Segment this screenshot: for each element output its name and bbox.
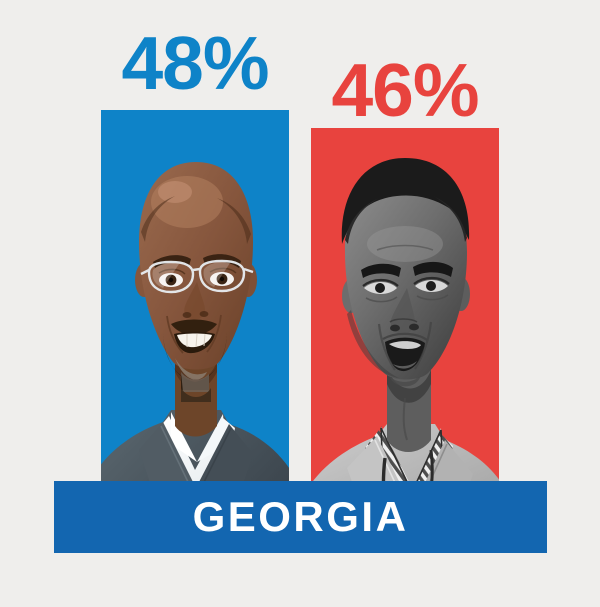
right-candidate-percent-label: 46% (331, 48, 479, 132)
state-name: GEORGIA (192, 493, 409, 540)
state-label-bar: GEORGIA (54, 481, 547, 553)
left-candidate-percent-label: 48% (121, 21, 269, 105)
